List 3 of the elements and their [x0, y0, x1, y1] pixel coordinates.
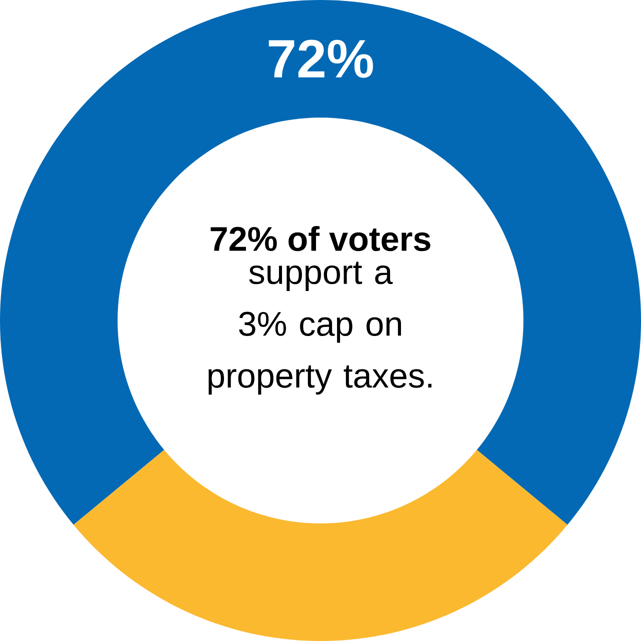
text: 72% of voters — [210, 226, 430, 252]
data-label: 72% — [268, 40, 374, 78]
text: support a 3% cap on property taxes. — [208, 262, 432, 395]
